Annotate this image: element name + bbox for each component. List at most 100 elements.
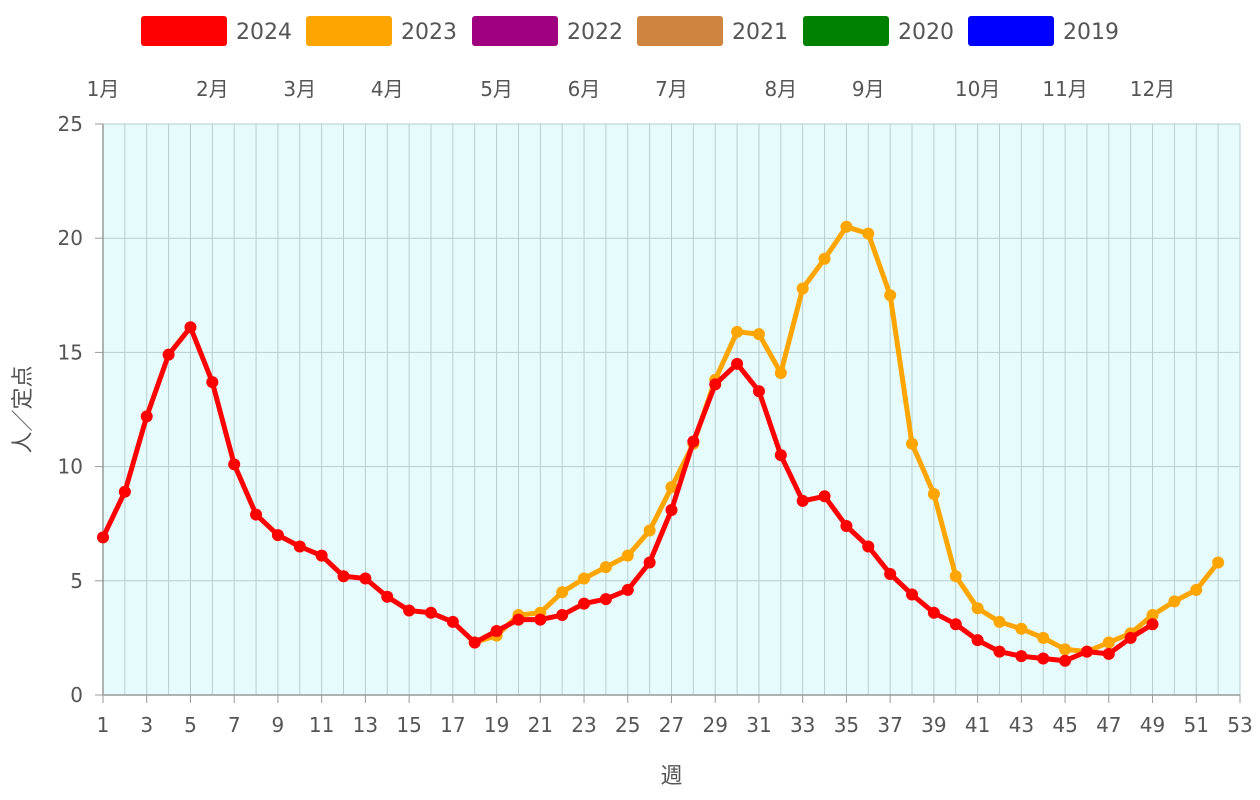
x-tick-label: 53 <box>1227 713 1252 737</box>
x-tick-label: 41 <box>965 713 990 737</box>
data-point-2024 <box>1124 631 1137 644</box>
data-point-2024 <box>293 540 306 553</box>
legend-item-2020[interactable]: 2020 <box>803 16 954 46</box>
data-point-2024 <box>884 567 897 580</box>
data-point-2024 <box>1037 652 1050 665</box>
x-tick-label: 31 <box>746 713 771 737</box>
data-point-2023 <box>731 325 744 338</box>
legend-item-2019[interactable]: 2019 <box>968 16 1119 46</box>
month-label: 11月 <box>1042 77 1087 101</box>
x-tick-label: 1 <box>97 713 110 737</box>
legend-swatch <box>306 16 392 46</box>
x-tick-label: 37 <box>877 713 902 737</box>
x-tick-label: 39 <box>921 713 946 737</box>
axes: 1 3 5 7 9 11 13 15 17 19 21 23 25 27 29 31 33 35 37 39 41 43 4… <box>58 112 1253 737</box>
data-point-2024 <box>359 572 372 585</box>
x-tick-label: 29 <box>703 713 728 737</box>
data-point-2023 <box>665 481 678 494</box>
x-tick-label: 33 <box>790 713 815 737</box>
legend-item-2023[interactable]: 2023 <box>306 16 457 46</box>
legend-label: 2021 <box>732 20 788 45</box>
x-tick-label: 11 <box>309 713 334 737</box>
data-point-2023 <box>1059 643 1072 656</box>
x-tick-label: 3 <box>140 713 153 737</box>
x-tick-label: 9 <box>272 713 285 737</box>
y-tick-label: 5 <box>70 569 83 593</box>
data-point-2023 <box>862 227 875 240</box>
month-label: 7月 <box>655 77 688 101</box>
x-tick-label: 23 <box>571 713 596 737</box>
x-tick-label: 47 <box>1096 713 1121 737</box>
data-point-2024 <box>687 435 700 448</box>
data-point-2023 <box>993 615 1006 628</box>
data-point-2024 <box>271 529 284 542</box>
legend-label: 2023 <box>401 20 457 45</box>
data-point-2024 <box>818 490 831 503</box>
legend-label: 2024 <box>236 20 292 45</box>
data-point-2024 <box>97 531 109 544</box>
y-axis-title: 人／定点 <box>11 365 36 453</box>
grid <box>102 123 1241 696</box>
data-point-2024 <box>228 458 241 471</box>
data-point-2024 <box>906 588 919 601</box>
data-point-2023 <box>927 488 940 501</box>
month-label: 10月 <box>955 77 1000 101</box>
data-point-2023 <box>1102 636 1115 649</box>
x-tick-label: 43 <box>1009 713 1034 737</box>
data-point-2024 <box>250 508 263 521</box>
data-point-2024 <box>534 613 547 626</box>
data-point-2023 <box>906 437 919 450</box>
data-point-2024 <box>337 570 350 583</box>
data-point-2023 <box>1190 583 1203 596</box>
data-point-2023 <box>840 220 853 233</box>
data-point-2023 <box>774 366 787 379</box>
series-layer <box>97 220 1225 667</box>
x-tick-label: 21 <box>528 713 553 737</box>
y-tick-label: 20 <box>58 226 83 250</box>
data-point-2024 <box>993 645 1006 658</box>
data-point-2024 <box>468 636 481 649</box>
month-label: 3月 <box>283 77 316 101</box>
data-point-2024 <box>862 540 875 553</box>
data-point-2023 <box>1168 595 1181 608</box>
data-point-2023 <box>949 570 962 583</box>
legend-item-2022[interactable]: 2022 <box>472 16 623 46</box>
data-point-2023 <box>884 289 897 302</box>
y-tick-label: 15 <box>58 340 83 364</box>
x-tick-label: 35 <box>834 713 859 737</box>
legend-item-2021[interactable]: 2021 <box>637 16 788 46</box>
legend-swatch <box>803 16 889 46</box>
data-point-2023 <box>818 252 831 265</box>
data-point-2024 <box>446 615 459 628</box>
data-point-2024 <box>927 606 940 619</box>
data-point-2023 <box>796 282 809 295</box>
data-point-2024 <box>424 606 437 619</box>
legend-swatch <box>141 16 227 46</box>
data-point-2024 <box>752 385 765 398</box>
data-point-2024 <box>949 618 962 631</box>
data-point-2024 <box>599 593 612 606</box>
x-tick-label: 51 <box>1184 713 1209 737</box>
data-point-2024 <box>709 378 722 391</box>
month-label: 1月 <box>87 77 120 101</box>
data-point-2023 <box>1015 622 1028 635</box>
data-point-2023 <box>1146 609 1159 622</box>
data-point-2024 <box>665 503 678 516</box>
data-point-2024 <box>1080 645 1093 658</box>
month-label: 8月 <box>764 77 797 101</box>
data-point-2024 <box>1059 654 1072 667</box>
y-tick-label: 10 <box>58 455 83 479</box>
legend-swatch <box>968 16 1054 46</box>
data-point-2024 <box>184 321 197 334</box>
data-point-2024 <box>1146 618 1159 631</box>
x-axis-title: 週 <box>660 764 682 789</box>
data-point-2024 <box>512 613 525 626</box>
month-label: 6月 <box>568 77 601 101</box>
legend-item-2024[interactable]: 2024 <box>141 16 292 46</box>
x-tick-label: 19 <box>484 713 509 737</box>
data-point-2023 <box>556 586 569 599</box>
legend-label: 2022 <box>567 20 623 45</box>
x-tick-label: 5 <box>184 713 197 737</box>
data-point-2023 <box>752 328 765 341</box>
data-point-2023 <box>578 572 591 585</box>
